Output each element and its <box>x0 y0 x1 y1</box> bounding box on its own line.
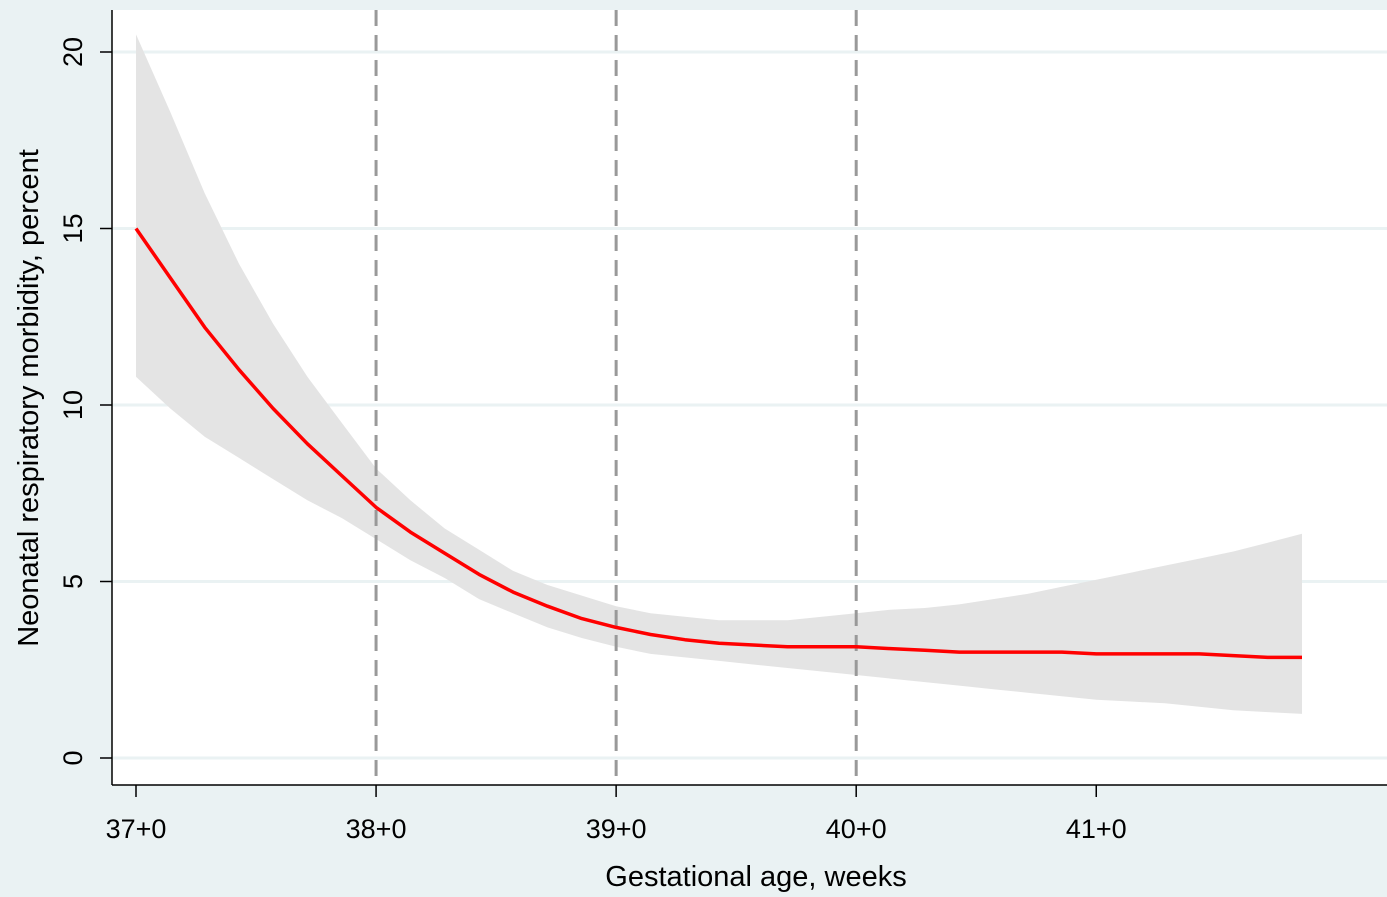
y-tick-label: 10 <box>58 390 88 420</box>
x-tick-label: 38+0 <box>346 814 407 844</box>
series-line <box>134 227 1302 660</box>
x-tick-label: 40+0 <box>826 814 887 844</box>
y-axis-title: Neonatal respiratory morbidity, percent <box>13 149 45 647</box>
y-tick-label: 20 <box>58 37 88 67</box>
reference-lines <box>374 10 858 785</box>
series-line-layer <box>134 227 1302 660</box>
x-tick-label: 41+0 <box>1066 814 1127 844</box>
x-tick-label: 39+0 <box>586 814 647 844</box>
ticks: 0 5 10 15 20 37+0 38+0 39+0 40+0 41+0 <box>58 37 1127 844</box>
x-tick-label: 37+0 <box>106 814 167 844</box>
y-tick-label: 0 <box>58 750 88 765</box>
y-tick-label: 15 <box>58 213 88 243</box>
y-tick-label: 5 <box>58 574 88 589</box>
x-axis-title: Gestational age, weeks <box>605 861 906 893</box>
axes <box>111 10 1387 786</box>
